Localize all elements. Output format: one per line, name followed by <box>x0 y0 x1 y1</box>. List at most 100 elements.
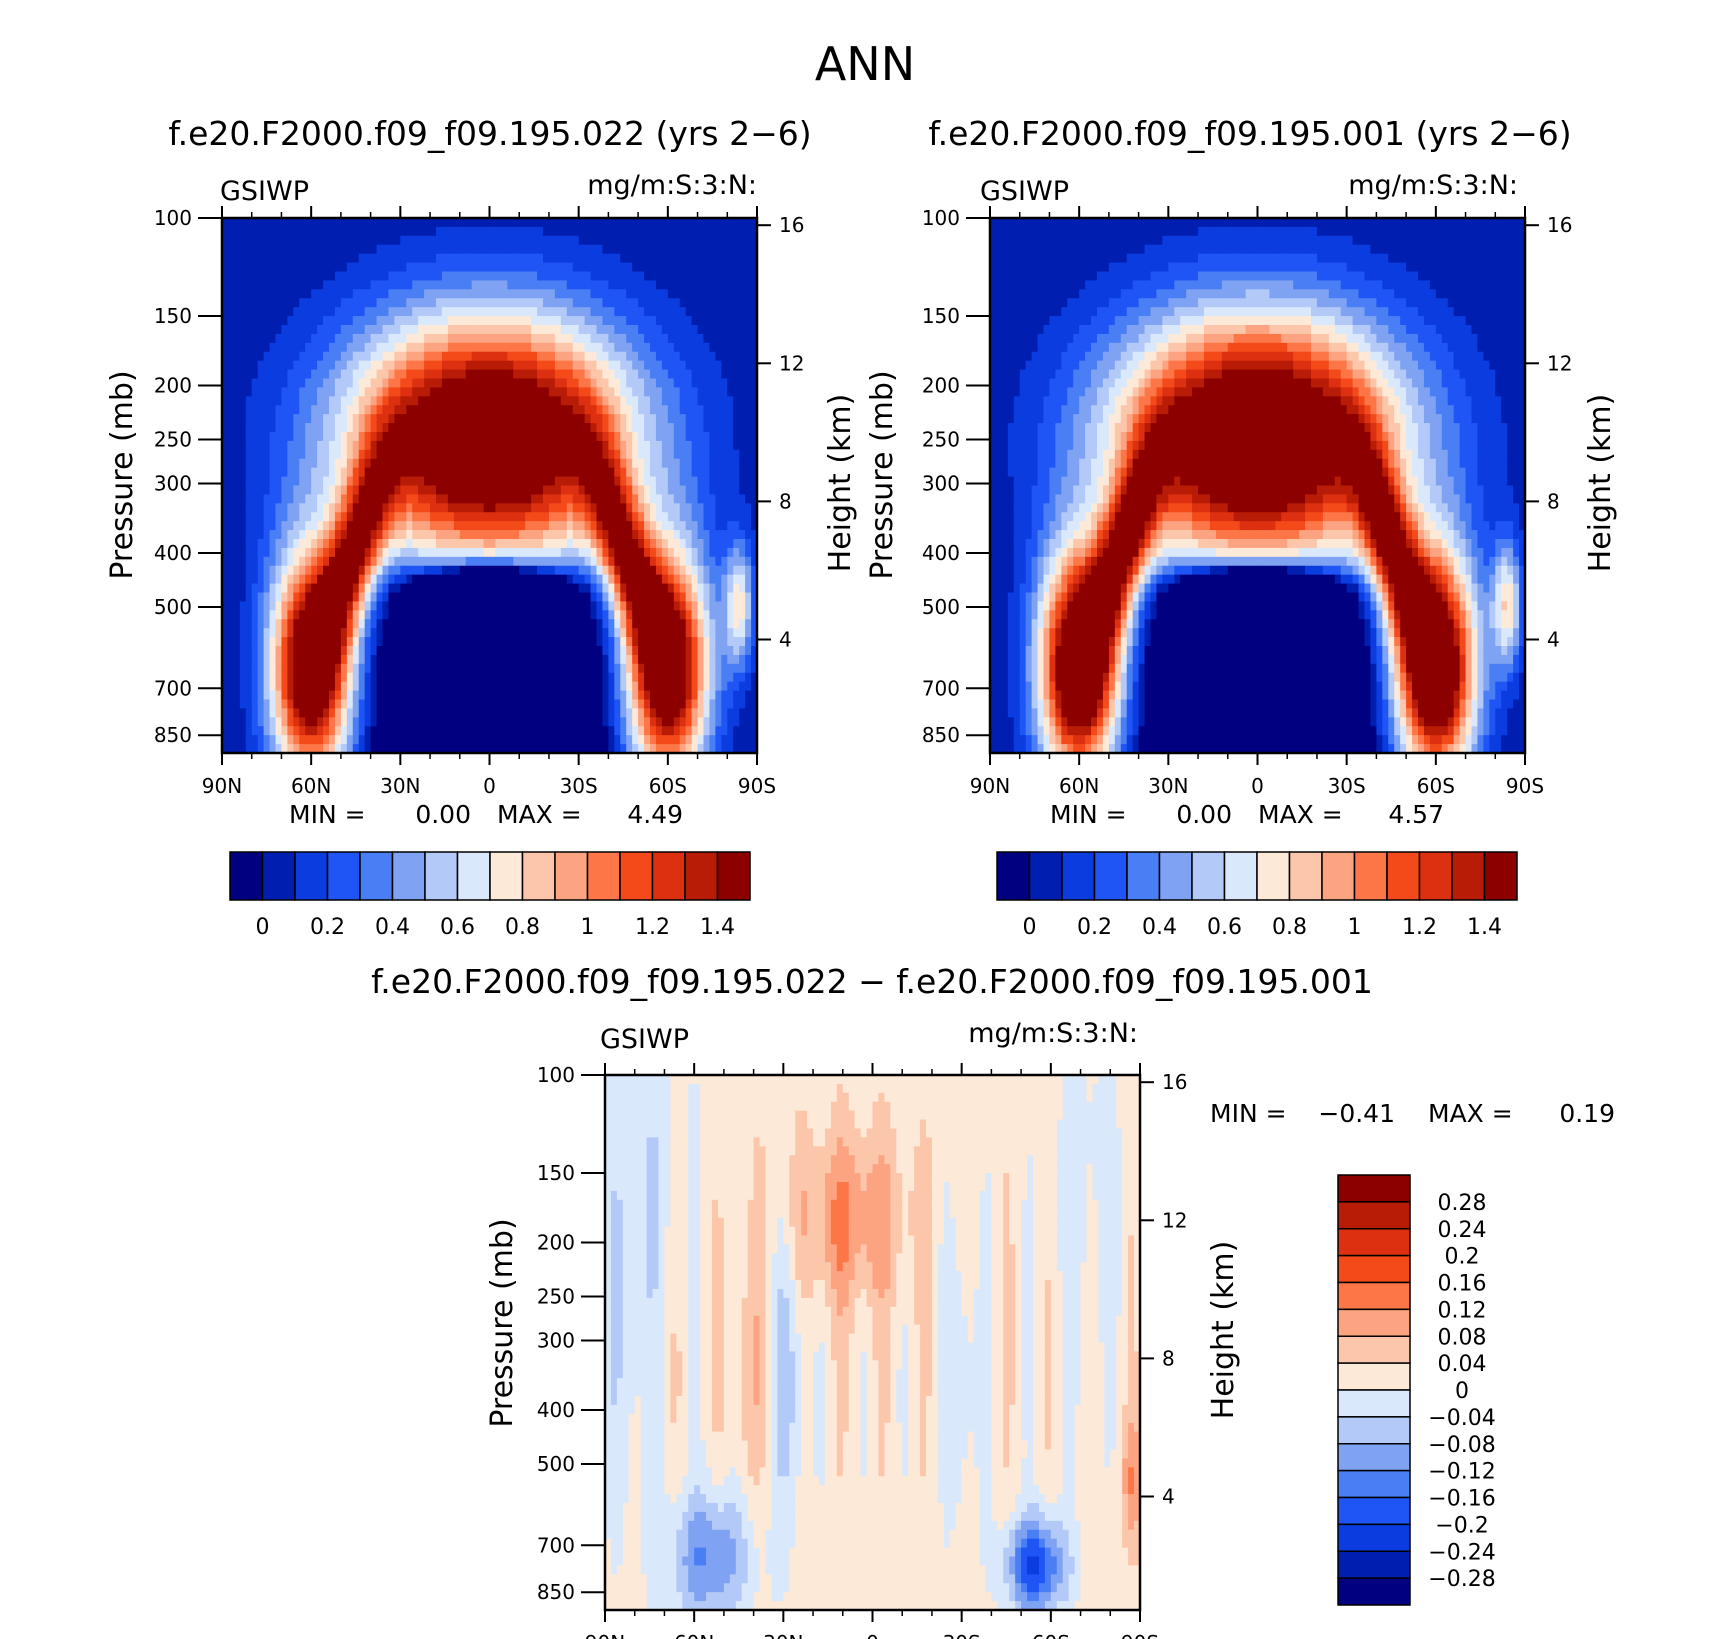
contour-cell <box>632 672 639 683</box>
contour-cell <box>531 458 538 469</box>
contour-cell <box>370 325 378 335</box>
contour-cell <box>519 235 526 246</box>
contour-cell <box>489 432 497 442</box>
contour-cell <box>543 280 550 290</box>
contour-cell <box>560 547 568 558</box>
contour-cell <box>222 565 229 576</box>
contour-cell <box>543 646 550 656</box>
contour-cell <box>709 539 716 549</box>
contour-cell <box>418 601 425 611</box>
contour-cell <box>608 458 615 469</box>
contour-cell <box>697 672 705 683</box>
contour-cell <box>667 485 675 496</box>
contour-cell <box>459 316 467 326</box>
contour-cell <box>537 440 544 451</box>
contour-cell <box>584 423 592 433</box>
contour-cell <box>430 387 437 397</box>
contour-cell <box>727 271 734 282</box>
contour-cell <box>739 601 746 611</box>
contour-cell <box>614 396 621 406</box>
contour-cell <box>679 423 687 433</box>
contour-cell <box>519 458 526 469</box>
contour-cell <box>644 307 651 317</box>
contour-cell <box>340 235 348 246</box>
contour-cell <box>548 646 556 656</box>
contour-cell <box>661 539 669 549</box>
contour-cell <box>721 226 728 237</box>
contour-cell <box>406 405 413 415</box>
contour-cell <box>525 690 532 701</box>
contour-cell <box>257 262 265 273</box>
contour-cell <box>673 681 681 692</box>
contour-cell <box>257 289 265 299</box>
contour-cell <box>400 360 407 371</box>
contour-cell <box>507 253 514 264</box>
contour-cell <box>441 539 449 549</box>
contour-cell <box>418 476 425 487</box>
contour-cell <box>554 325 562 335</box>
contour-cell <box>483 396 491 406</box>
contour-cell <box>245 423 253 433</box>
contour-cell <box>382 601 390 611</box>
contour-cell <box>412 654 419 665</box>
contour-cell <box>406 485 413 496</box>
contour-cell <box>513 663 520 674</box>
contour-cell <box>293 663 300 674</box>
contour-cell <box>667 235 675 246</box>
contour-cell <box>602 280 609 290</box>
contour-cell <box>245 574 253 585</box>
contour-cell <box>340 512 348 522</box>
contour-cell <box>751 494 757 504</box>
contour-cell <box>287 556 294 567</box>
contour-cell <box>650 512 657 522</box>
contour-cell <box>644 530 651 540</box>
contour-cell <box>376 690 384 701</box>
contour-cell <box>679 539 687 549</box>
contour-cell <box>281 316 288 326</box>
contour-cell <box>227 699 235 710</box>
contour-cell <box>691 681 699 692</box>
contour-cell <box>697 325 705 335</box>
contour-cell <box>650 387 657 397</box>
contour-cell <box>418 690 425 701</box>
contour-cell <box>424 342 431 353</box>
contour-cell <box>608 218 615 228</box>
contour-cell <box>715 690 722 701</box>
contour-cell <box>531 298 538 308</box>
contour-cell <box>418 467 425 478</box>
contour-cell <box>412 440 419 451</box>
contour-cell <box>436 378 443 389</box>
contour-cell <box>638 405 645 415</box>
contour-cell <box>745 601 752 611</box>
contour-cell <box>495 226 502 237</box>
contour-cell <box>572 244 580 255</box>
contour-cell <box>572 601 580 611</box>
contour-cell <box>269 235 277 246</box>
contour-cell <box>447 530 455 540</box>
contour-cell <box>370 218 378 228</box>
contour-cell <box>733 244 740 255</box>
contour-cell <box>329 610 336 620</box>
contour-cell <box>489 485 497 496</box>
contour-cell <box>513 244 520 255</box>
contour-cell <box>275 396 283 406</box>
contour-cell <box>287 333 294 344</box>
contour-cell <box>685 556 693 567</box>
contour-cell <box>650 253 657 264</box>
contour-cell <box>465 565 473 576</box>
contour-cell <box>489 298 497 308</box>
contour-cell <box>323 449 330 460</box>
contour-cell <box>222 654 229 665</box>
contour-cell <box>436 440 443 451</box>
contour-cell <box>489 672 497 683</box>
contour-cell <box>721 521 728 531</box>
contour-cell <box>323 565 330 576</box>
contour-cell <box>495 610 502 620</box>
contour-cell <box>239 280 247 290</box>
contour-cell <box>501 539 508 549</box>
contour-cell <box>531 440 538 451</box>
contour-cell <box>489 476 497 487</box>
contour-cell <box>566 449 574 460</box>
contour-cell <box>626 458 633 469</box>
contour-cell <box>483 218 491 228</box>
